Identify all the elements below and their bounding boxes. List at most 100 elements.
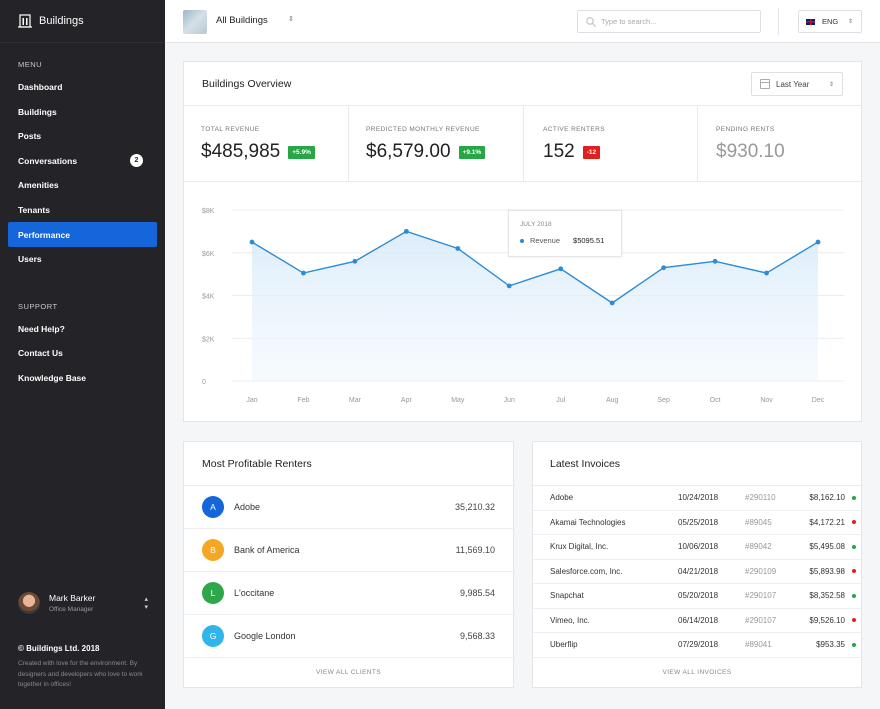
search-box[interactable] xyxy=(577,10,761,33)
x-tick-label: Jan xyxy=(246,397,257,404)
invoice-date: 10/06/2018 xyxy=(678,542,719,552)
data-point xyxy=(352,258,358,264)
renter-row[interactable]: L L'occitane 9,985.54 xyxy=(184,572,513,615)
card-title: Most Profitable Renters xyxy=(202,457,312,470)
revenue-area xyxy=(252,231,818,381)
renter-amount: 35,210.32 xyxy=(454,502,495,512)
data-point xyxy=(301,270,306,276)
stat-value: 152 xyxy=(543,141,575,162)
change-badge: +5.9% xyxy=(288,145,315,159)
sidebar-item-buildings[interactable]: Buildings xyxy=(0,100,157,125)
invoice-date: 10/24/2018 xyxy=(678,493,719,503)
sidebar-item-contact-us[interactable]: Contact Us xyxy=(0,341,157,366)
y-tick-label: 0 xyxy=(202,379,206,386)
data-point xyxy=(455,246,461,251)
buildings-overview-card: Buildings Overview Last Year ⇕ TOTAL REV… xyxy=(183,61,862,422)
updown-icon[interactable]: ▴ ▾ xyxy=(144,596,148,611)
invoice-row[interactable]: Vimeo, Inc. 06/14/2018 #290107 $9,526.10 xyxy=(533,609,861,633)
updown-icon: ⇕ xyxy=(828,81,834,88)
building-select[interactable]: All Buildings xyxy=(216,15,268,26)
avatar xyxy=(18,592,40,614)
conversations-count-badge: 2 xyxy=(130,154,143,168)
latest-invoices-card: Latest Invoices Adobe 10/24/2018 #290110 $8… xyxy=(532,441,862,688)
uk-flag-icon xyxy=(805,17,816,26)
updown-icon[interactable]: ⇕ xyxy=(288,16,294,23)
y-tick-label: $4K xyxy=(202,294,215,301)
search-input[interactable] xyxy=(601,17,751,26)
tooltip-series: Revenue xyxy=(530,236,561,245)
data-point xyxy=(506,283,512,289)
y-tick-label: $6K xyxy=(202,251,215,258)
invoice-row[interactable]: Akamai Technologies 05/25/2018 #89045 $4,17… xyxy=(533,511,861,535)
sidebar-item-tenants[interactable]: Tenants xyxy=(0,198,157,223)
card-header: Latest Invoices xyxy=(533,442,861,486)
building-icon xyxy=(18,14,32,28)
data-point xyxy=(815,239,821,245)
invoice-row[interactable]: Adobe 10/24/2018 #290110 $8,162.10 xyxy=(533,486,861,511)
view-all-clients-link[interactable]: VIEW ALL CLIENTS xyxy=(315,669,382,676)
sidebar-item-performance[interactable]: Performance xyxy=(8,222,157,247)
data-point xyxy=(609,300,615,306)
y-tick-label: $8K xyxy=(202,208,215,215)
sidebar-item-label: Conversations xyxy=(18,155,78,166)
sidebar-item-knowledge-base[interactable]: Knowledge Base xyxy=(0,366,157,391)
invoice-row[interactable]: Salesforce.com, Inc. 04/21/2018 #290109 $5,… xyxy=(533,560,861,584)
card-header: Most Profitable Renters xyxy=(184,442,513,486)
invoice-date: 04/21/2018 xyxy=(678,566,719,576)
invoice-row[interactable]: Krux Digital, Inc. 10/06/2018 #89042 $5,495… xyxy=(533,535,861,560)
stats-row: TOTAL REVENUE $485,985 +5.9% PREDICTED MO… xyxy=(184,106,861,182)
sidebar-item-label: Need Help? xyxy=(18,323,65,334)
stat-active-renters: ACTIVE RENTERS 152 -12 xyxy=(524,106,698,181)
invoice-number: #290110 xyxy=(745,493,776,503)
sidebar-item-label: Dashboard xyxy=(18,82,63,93)
renter-name: Adobe xyxy=(234,502,261,512)
sidebar-item-conversations[interactable]: Conversations 2 xyxy=(0,149,157,174)
stat-label: ACTIVE RENTERS xyxy=(543,126,605,133)
sidebar-item-users[interactable]: Users xyxy=(0,247,157,272)
sidebar-item-posts[interactable]: Posts xyxy=(0,124,157,149)
x-tick-label: Oct xyxy=(710,397,721,404)
chart-tooltip: JULY 2018 Revenue $5095.51 xyxy=(508,210,622,257)
card-header: Buildings Overview Last Year ⇕ xyxy=(184,62,861,106)
card-title: Latest Invoices xyxy=(550,457,621,470)
stat-label: TOTAL REVENUE xyxy=(201,126,260,133)
sidebar-item-amenities[interactable]: Amenities xyxy=(0,173,157,198)
stat-value: $6,579.00 xyxy=(366,141,451,162)
card-title: Buildings Overview xyxy=(202,77,292,90)
view-all-invoices-link[interactable]: VIEW ALL INVOICES xyxy=(662,669,732,676)
revenue-chart[interactable]: $8K $6K $4K $2K 0 Jan Feb Mar Apr May Jun Jul Aug Sep… xyxy=(184,184,861,422)
invoice-row[interactable]: Snapchat 05/20/2018 #290107 $8,352.58 xyxy=(533,584,861,609)
brand[interactable]: Buildings xyxy=(0,0,165,43)
sidebar-footer: © Buildings Ltd. 2018 Created with love … xyxy=(18,644,153,691)
stat-predicted-revenue: PREDICTED MONTHLY REVENUE $6,579.00 +9.1% xyxy=(349,106,524,181)
renter-amount: 11,569.10 xyxy=(455,545,495,555)
period-select[interactable]: Last Year ⇕ xyxy=(751,72,843,96)
invoice-amount: $9,526.10 xyxy=(809,615,845,625)
invoice-company: Adobe xyxy=(550,493,574,503)
renter-list: A Adobe 35,210.32 B Bank of America 11,569.10… xyxy=(184,486,513,658)
sidebar-item-dashboard[interactable]: Dashboard xyxy=(0,75,157,100)
invoice-company: Snapchat xyxy=(550,591,584,601)
sidebar-item-need-help[interactable]: Need Help? xyxy=(0,317,157,342)
invoice-date: 05/25/2018 xyxy=(678,517,719,527)
period-label: Last Year xyxy=(776,79,810,89)
copyright: © Buildings Ltd. 2018 xyxy=(18,644,100,653)
user-menu[interactable]: Mark Barker Office Manager ▴ ▾ xyxy=(0,583,165,623)
renter-row[interactable]: A Adobe 35,210.32 xyxy=(184,486,513,529)
change-badge: +9.1% xyxy=(458,145,486,159)
x-tick-label: Feb xyxy=(297,397,309,404)
menu-section-title: MENU xyxy=(18,60,43,69)
stat-label: PENDING RENTS xyxy=(716,126,775,133)
sidebar-item-label: Buildings xyxy=(18,106,57,117)
status-dot-icon xyxy=(852,520,856,525)
x-tick-label: Mar xyxy=(349,397,362,404)
brand-name: Buildings xyxy=(39,15,84,27)
language-select[interactable]: ENG ⇕ xyxy=(798,10,862,33)
renter-row[interactable]: B Bank of America 11,569.10 xyxy=(184,529,513,572)
x-tick-label: Jun xyxy=(504,397,515,404)
invoice-row[interactable]: Uberflip 07/29/2018 #89041 $953.35 xyxy=(533,633,861,658)
renter-avatar: B xyxy=(202,539,224,561)
data-point xyxy=(764,270,769,276)
renter-row[interactable]: G Google London 9,568.33 xyxy=(184,615,513,658)
sidebar-item-label: Knowledge Base xyxy=(18,372,87,383)
